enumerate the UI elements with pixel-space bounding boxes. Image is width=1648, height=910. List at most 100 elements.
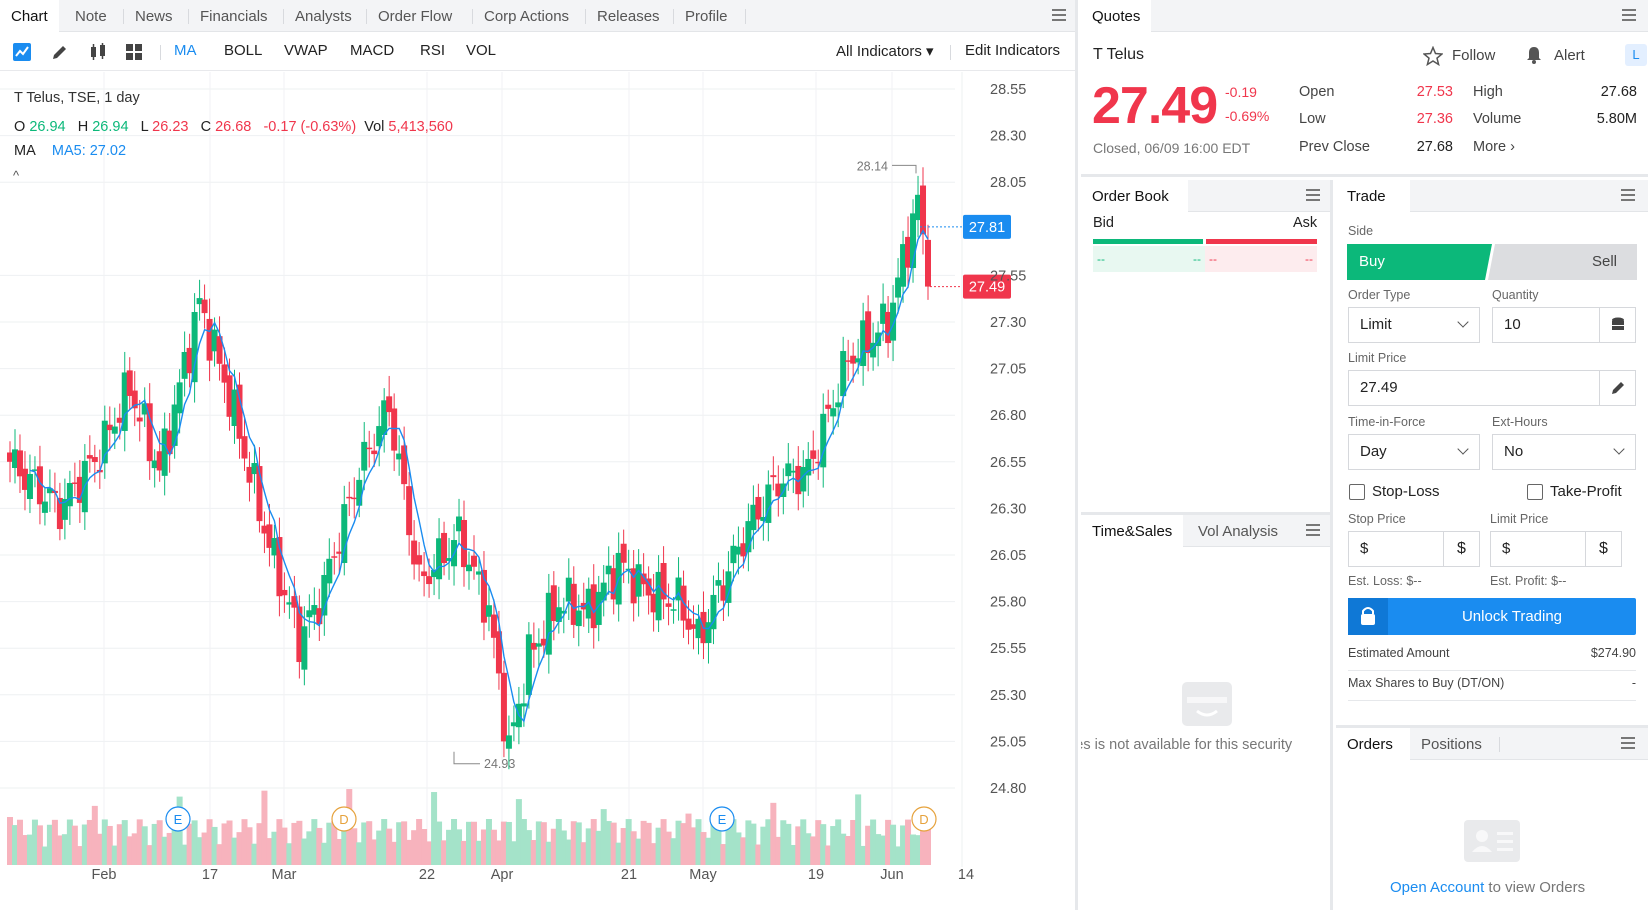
candle-body bbox=[790, 470, 797, 473]
volume-bar bbox=[111, 845, 118, 865]
chart-menu-icon[interactable] bbox=[1052, 9, 1066, 21]
bid-price: -- bbox=[1097, 252, 1105, 266]
indicator-boll[interactable]: BOLL bbox=[224, 42, 263, 59]
dollar-icon[interactable]: $ bbox=[1585, 532, 1621, 566]
tp-limit-price-input[interactable]: $ $ bbox=[1490, 531, 1622, 567]
follow-button[interactable]: Follow bbox=[1452, 47, 1496, 64]
collapse-legend-icon[interactable]: ^ bbox=[13, 168, 20, 183]
volume-bar bbox=[331, 821, 338, 865]
candle-body bbox=[710, 594, 717, 630]
quotes-menu-icon[interactable] bbox=[1622, 9, 1636, 21]
indicator-ma[interactable]: MA bbox=[174, 42, 197, 59]
candle-body bbox=[715, 580, 722, 586]
level-icon[interactable]: L bbox=[1625, 44, 1647, 66]
tab-analysts[interactable]: Analysts bbox=[295, 8, 352, 25]
tab-trade[interactable]: Trade bbox=[1336, 180, 1410, 212]
volume-bar bbox=[855, 794, 862, 865]
tab-note[interactable]: Note bbox=[75, 8, 107, 25]
all-indicators-dropdown[interactable]: All Indicators ▾ bbox=[836, 43, 934, 60]
tab-corp-actions[interactable]: Corp Actions bbox=[484, 8, 570, 25]
take-profit-checkbox[interactable] bbox=[1527, 484, 1543, 500]
volume-bar bbox=[366, 821, 373, 865]
sell-button[interactable]: Sell bbox=[1592, 253, 1618, 270]
alert-button[interactable]: Alert bbox=[1554, 47, 1585, 64]
candlestick-chart[interactable]: 27.81 27.49 28.14 24.93 28.55 28.30 28.05 27.5… bbox=[0, 72, 1075, 910]
tab-order-flow[interactable]: Order Flow bbox=[378, 8, 453, 25]
tab-orders[interactable]: Orders bbox=[1336, 728, 1410, 760]
candle-body bbox=[351, 497, 358, 500]
tab-releases[interactable]: Releases bbox=[597, 8, 660, 25]
bell-icon[interactable] bbox=[1524, 45, 1544, 65]
buy-button[interactable]: Buy bbox=[1359, 253, 1385, 270]
stop-price-input[interactable]: $ $ bbox=[1348, 531, 1480, 567]
volume-bar bbox=[256, 823, 263, 865]
candle-body bbox=[765, 484, 772, 523]
edit-indicators-button[interactable]: Edit Indicators bbox=[965, 42, 1061, 59]
dollar-icon[interactable]: $ bbox=[1443, 532, 1479, 566]
candle-body bbox=[456, 516, 463, 532]
orders-menu-icon[interactable] bbox=[1621, 737, 1635, 749]
open-account-link[interactable]: Open Account bbox=[1390, 879, 1485, 896]
candle-body bbox=[495, 631, 502, 674]
time-sales-menu-icon[interactable] bbox=[1306, 524, 1320, 536]
ext-hours-select[interactable]: No bbox=[1492, 434, 1636, 470]
tab-financials[interactable]: Financials bbox=[200, 8, 268, 25]
order-book-menu-icon[interactable] bbox=[1306, 189, 1320, 201]
more-link[interactable]: More › bbox=[1473, 139, 1515, 155]
candle-body bbox=[11, 449, 18, 469]
candle-body bbox=[86, 455, 93, 459]
candle-body bbox=[605, 565, 612, 575]
volume-bar bbox=[136, 819, 143, 865]
edit-pencil-icon[interactable] bbox=[1599, 371, 1635, 405]
ma-legend: MA MA5: 27.02 bbox=[14, 143, 127, 159]
volume-bar bbox=[500, 821, 507, 865]
candle-body bbox=[910, 213, 917, 269]
volume-bar bbox=[86, 819, 93, 865]
coins-icon[interactable] bbox=[1599, 308, 1635, 342]
indicator-vol[interactable]: VOL bbox=[466, 42, 497, 59]
candle-body bbox=[36, 466, 43, 505]
volume-bar bbox=[510, 841, 517, 865]
stop-loss-checkbox[interactable] bbox=[1349, 484, 1365, 500]
tif-select[interactable]: Day bbox=[1348, 434, 1480, 470]
candle-body bbox=[376, 426, 383, 447]
tab-vol-analysis[interactable]: Vol Analysis bbox=[1198, 523, 1279, 540]
volume-bar bbox=[306, 831, 313, 865]
volume-bar bbox=[725, 827, 732, 865]
indicator-vwap[interactable]: VWAP bbox=[284, 42, 328, 59]
volume-bar bbox=[211, 826, 218, 865]
order-type-select[interactable]: Limit bbox=[1348, 307, 1480, 343]
tab-positions[interactable]: Positions bbox=[1421, 736, 1482, 753]
star-icon[interactable] bbox=[1423, 46, 1443, 66]
tab-news[interactable]: News bbox=[135, 8, 173, 25]
quantity-input[interactable]: 10 bbox=[1492, 307, 1636, 343]
candle-body bbox=[690, 624, 697, 629]
volume-bar bbox=[550, 828, 557, 865]
volume-bar bbox=[186, 823, 193, 865]
volume-bar bbox=[475, 840, 482, 865]
volume-bar bbox=[221, 823, 228, 865]
tab-chart[interactable]: Chart bbox=[0, 0, 59, 32]
volume-bar bbox=[286, 843, 293, 865]
layout-grid-icon[interactable] bbox=[124, 42, 144, 62]
indicator-macd[interactable]: MACD bbox=[350, 42, 395, 59]
volume-bar bbox=[525, 830, 532, 865]
tab-quotes[interactable]: Quotes bbox=[1081, 0, 1152, 32]
draw-pencil-icon[interactable] bbox=[50, 42, 70, 62]
indicator-rsi[interactable]: RSI bbox=[420, 42, 446, 59]
volume-bar bbox=[905, 819, 912, 865]
candle-body bbox=[480, 569, 487, 623]
chart-type-icon[interactable] bbox=[12, 42, 32, 62]
price-tick-label: 26.05 bbox=[990, 548, 1026, 564]
volume-bar bbox=[371, 839, 378, 865]
candle-body bbox=[920, 185, 927, 235]
candles-icon[interactable] bbox=[88, 42, 108, 62]
unlock-trading-button[interactable]: Unlock Trading bbox=[1348, 598, 1636, 635]
dividend-marker: D bbox=[919, 812, 928, 827]
tab-time-sales[interactable]: Time&Sales bbox=[1081, 515, 1184, 547]
ma-tag-bg bbox=[963, 214, 1011, 239]
tab-profile[interactable]: Profile bbox=[685, 8, 728, 25]
tab-order-book[interactable]: Order Book bbox=[1081, 180, 1188, 212]
trade-menu-icon[interactable] bbox=[1621, 189, 1635, 201]
limit-price-input[interactable]: 27.49 bbox=[1348, 370, 1636, 406]
